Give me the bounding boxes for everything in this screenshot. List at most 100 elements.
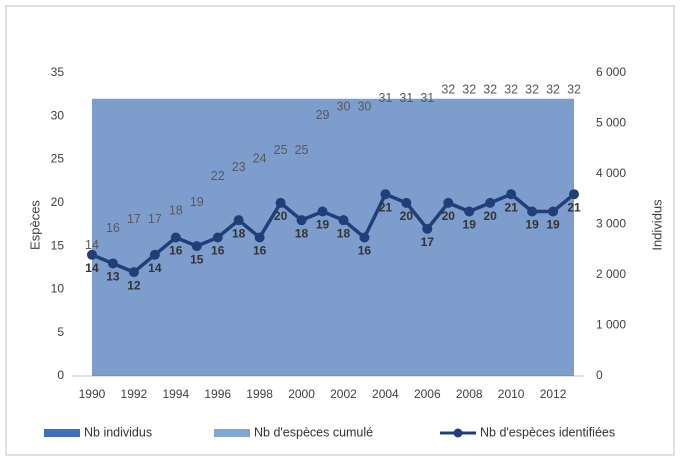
data-label: 16 [106, 221, 120, 235]
data-label: 31 [378, 91, 392, 105]
data-label: 32 [504, 82, 518, 96]
data-label: 18 [295, 226, 309, 240]
data-label: 14 [85, 238, 99, 252]
point [548, 206, 559, 217]
data-label: 21 [504, 200, 518, 214]
y2-tick-label: 4 000 [596, 166, 626, 180]
data-label: 24 [253, 152, 267, 166]
data-label: 32 [441, 82, 455, 96]
data-label: 14 [148, 261, 162, 275]
y-tick-label: 15 [51, 238, 65, 252]
data-label: 20 [274, 209, 288, 223]
data-label: 19 [525, 218, 539, 232]
point [149, 249, 160, 260]
y-tick-label: 30 [51, 108, 65, 122]
point [128, 267, 139, 278]
data-label: 19 [316, 218, 330, 232]
x-tick-label: 2002 [330, 387, 357, 401]
point [107, 258, 118, 269]
data-label: 30 [357, 100, 371, 114]
y2-tick-label: 6 000 [596, 65, 626, 79]
point [275, 197, 286, 208]
point [338, 215, 349, 226]
legend-label: Nb d'espèces cumulé [254, 425, 373, 439]
x-tick-label: 2000 [288, 387, 315, 401]
x-tick-label: 1996 [204, 387, 231, 401]
point [86, 249, 97, 260]
point [464, 206, 475, 217]
x-tick-label: 2006 [414, 387, 441, 401]
y2-tick-label: 0 [596, 368, 603, 382]
data-label: 19 [463, 218, 477, 232]
data-label: 18 [337, 226, 351, 240]
data-label: 16 [211, 244, 225, 258]
data-label: 15 [190, 252, 204, 266]
point [170, 232, 181, 243]
x-tick-label: 2004 [372, 387, 399, 401]
data-label: 14 [85, 261, 99, 275]
y-tick-label: 10 [51, 282, 65, 296]
x-tick-label: 2008 [456, 387, 483, 401]
data-label: 20 [400, 209, 414, 223]
data-label: 12 [127, 278, 141, 292]
point [401, 197, 412, 208]
point [527, 206, 538, 217]
point [422, 223, 433, 234]
data-label: 32 [462, 82, 476, 96]
data-label: 32 [525, 82, 539, 96]
data-label: 16 [169, 244, 183, 258]
data-label: 21 [379, 200, 393, 214]
data-label: 20 [442, 209, 456, 223]
point [380, 189, 391, 200]
x-tick-label: 1990 [79, 387, 106, 401]
x-tick-label: 2012 [540, 387, 567, 401]
data-label: 16 [253, 244, 267, 258]
y-tick-label: 20 [51, 195, 65, 209]
data-label: 17 [127, 212, 141, 226]
point [359, 232, 370, 243]
legend-swatch [214, 429, 250, 437]
data-label: 23 [232, 160, 246, 174]
y2-tick-label: 3 000 [596, 217, 626, 231]
data-label: 19 [546, 218, 560, 232]
point [506, 189, 517, 200]
data-label: 17 [148, 212, 162, 226]
area [91, 98, 575, 376]
data-label: 16 [358, 244, 372, 258]
y-tick-label: 25 [51, 152, 65, 166]
y2-tick-label: 2 000 [596, 267, 626, 281]
y-tick-label: 5 [57, 325, 64, 339]
y-tick-label: 0 [57, 368, 64, 382]
data-label: 18 [169, 203, 183, 217]
legend-label: Nb d'espèces identifiées [480, 425, 615, 439]
y-tick-label: 35 [51, 65, 65, 79]
point [485, 197, 496, 208]
x-tick-label: 1994 [162, 387, 189, 401]
data-label: 29 [316, 108, 330, 122]
data-label: 30 [337, 100, 351, 114]
data-label: 25 [295, 143, 309, 157]
y-axis-title: Espèces [27, 200, 42, 250]
x-tick-label: 1998 [246, 387, 273, 401]
data-label: 32 [483, 82, 497, 96]
point [254, 232, 265, 243]
data-label: 21 [567, 200, 581, 214]
data-label: 32 [567, 82, 581, 96]
data-label: 31 [399, 91, 413, 105]
data-label: 22 [211, 169, 225, 183]
point [569, 189, 580, 200]
data-label: 18 [232, 226, 246, 240]
point [233, 215, 244, 226]
point [443, 197, 454, 208]
x-tick-label: 1992 [121, 387, 148, 401]
data-label: 17 [421, 235, 435, 249]
legend-swatch [44, 429, 80, 437]
legend-swatch [453, 428, 463, 438]
data-label: 32 [546, 82, 560, 96]
data-label: 25 [274, 143, 288, 157]
data-label: 19 [190, 195, 204, 209]
x-tick-label: 2010 [498, 387, 525, 401]
point [191, 241, 202, 252]
point [317, 206, 328, 217]
data-label: 13 [106, 270, 120, 284]
